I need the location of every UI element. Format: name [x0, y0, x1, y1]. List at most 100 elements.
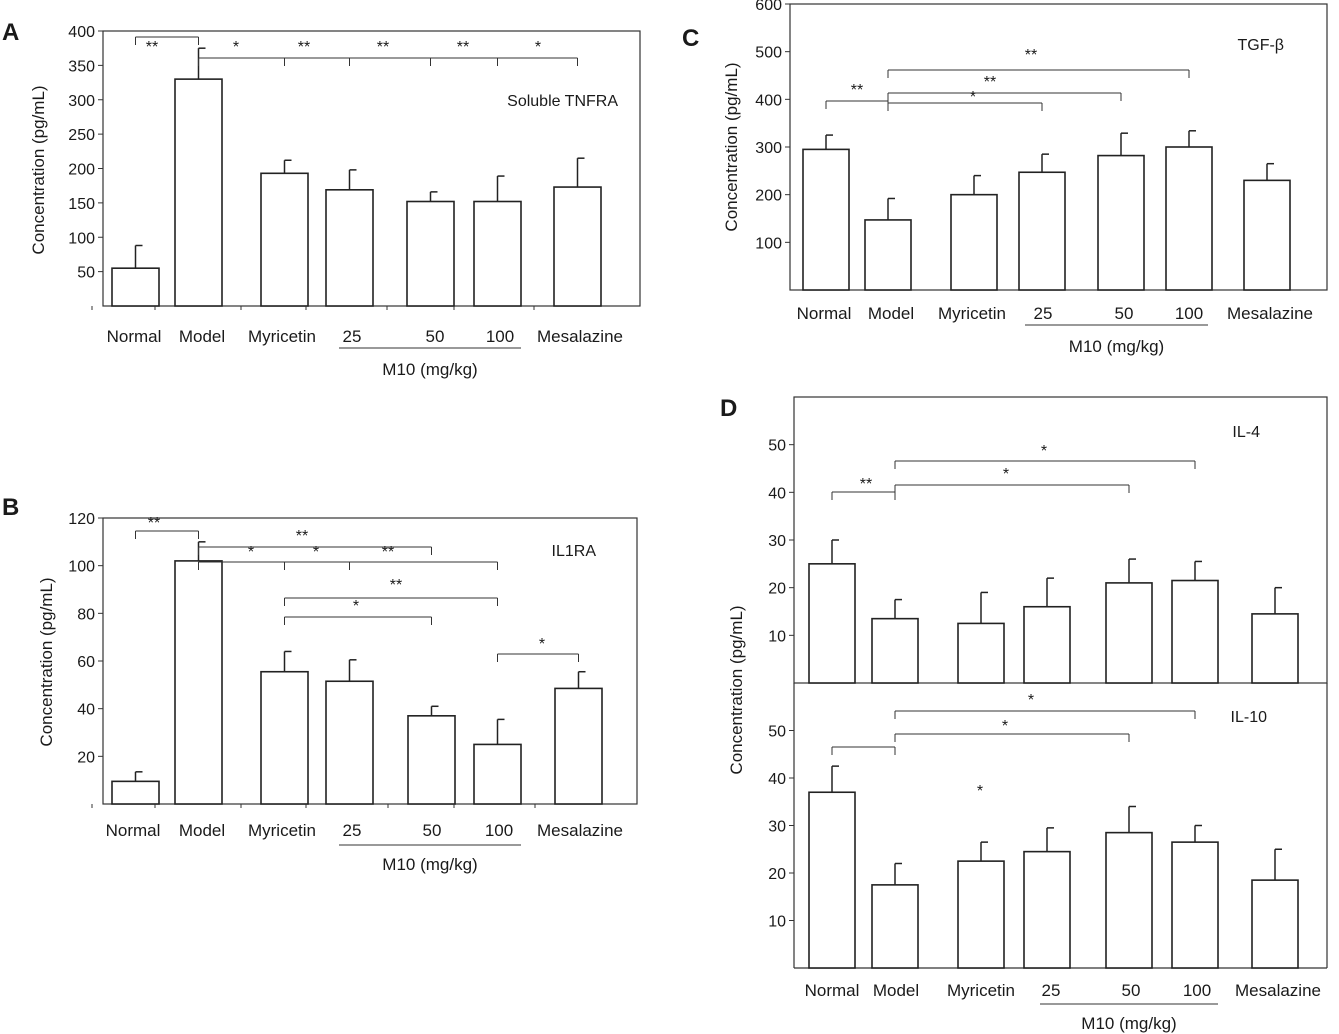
y-tick-label: 400	[755, 92, 782, 109]
bar-100	[1165, 146, 1213, 291]
y-tick-label: 500	[755, 45, 782, 62]
sig-marker: *	[535, 39, 541, 56]
sig-marker: **	[377, 39, 389, 56]
x-category-label: Model	[179, 821, 225, 840]
y-tick-label: 20	[768, 581, 786, 598]
group-label: M10 (mg/kg)	[382, 360, 477, 379]
bar-25	[325, 189, 374, 307]
bar-normal	[802, 148, 850, 291]
y-tick-label: 100	[68, 230, 95, 247]
sig-marker: *	[353, 598, 359, 615]
panel-title: Soluble TNFRA	[507, 93, 618, 110]
bar-25	[325, 680, 374, 805]
panel-c: 100 200 300 400 500 600 Normal Model Myricetin 25…	[682, 0, 1328, 356]
bar-mesalazine	[1243, 179, 1291, 291]
x-category-label: 25	[343, 821, 362, 840]
bar-model	[864, 219, 912, 291]
x-category-label: 25	[1042, 981, 1061, 1000]
bar-mesalazine	[1251, 613, 1299, 684]
sig-marker: *	[977, 783, 983, 800]
sig-marker: *	[1002, 718, 1008, 735]
group-label: M10 (mg/kg)	[382, 855, 477, 874]
x-category-label: 100	[1175, 304, 1203, 323]
bar-model	[871, 617, 919, 684]
y-tick-label: 30	[768, 819, 786, 836]
sig-marker: **	[298, 39, 310, 56]
x-category-label: Normal	[797, 304, 852, 323]
y-tick-label: 10	[768, 628, 786, 645]
y-tick-label: 50	[768, 724, 786, 741]
x-category-label: Normal	[107, 327, 162, 346]
y-tick-label: 150	[68, 196, 95, 213]
bar-25	[1023, 850, 1071, 969]
x-category-label: Myricetin	[938, 304, 1006, 323]
sig-marker: **	[851, 82, 863, 99]
y-tick-label: 20	[768, 866, 786, 883]
sig-marker: *	[539, 636, 545, 653]
bar-50	[1105, 582, 1153, 684]
panel-letter: D	[720, 395, 737, 422]
y-tick-label: 100	[755, 235, 782, 252]
sig-marker: **	[984, 74, 996, 91]
bar-25	[1023, 605, 1071, 684]
bar-normal	[111, 267, 160, 307]
y-tick-label: 10	[768, 914, 786, 931]
y-tick-label: 120	[68, 511, 95, 528]
y-axis-label: Concentration (pg/mL)	[29, 85, 48, 254]
y-tick-label: 300	[68, 93, 95, 110]
x-category-label: Myricetin	[248, 327, 316, 346]
panel-title: TGF-β	[1237, 37, 1284, 54]
y-tick-label: 250	[68, 127, 95, 144]
x-category-label: Normal	[106, 821, 161, 840]
y-tick-label: 50	[768, 438, 786, 455]
sig-marker: *	[1003, 466, 1009, 483]
bar-mesalazine	[553, 186, 602, 307]
x-category-label: 25	[1034, 304, 1053, 323]
panel-b: 20 40 60 80 100 120 Normal Model Myricetin 25 50 10…	[2, 494, 638, 874]
sig-marker: *	[1041, 443, 1047, 460]
y-tick-label: 30	[768, 533, 786, 550]
sig-marker: *	[233, 39, 239, 56]
panel-title: IL-4	[1232, 424, 1260, 441]
panel-title: IL1RA	[552, 543, 597, 560]
bar-normal	[808, 791, 856, 969]
y-axis-label: Concentration (pg/mL)	[37, 577, 56, 746]
x-category-label: Normal	[805, 981, 860, 1000]
y-tick-label: 300	[755, 140, 782, 157]
sig-marker: *	[970, 89, 976, 106]
panel-letter: B	[2, 494, 19, 521]
bar-100	[1171, 579, 1219, 684]
sig-marker: **	[860, 476, 872, 493]
y-axis-label: Concentration (pg/mL)	[722, 62, 741, 231]
sig-marker: **	[390, 577, 402, 594]
bar-normal	[111, 780, 160, 805]
x-category-label: 50	[423, 821, 442, 840]
sig-marker: *	[1028, 692, 1034, 709]
bar-model	[174, 560, 223, 805]
y-tick-label: 600	[755, 0, 782, 14]
bar-myricetin	[260, 172, 309, 307]
y-tick-label: 50	[77, 265, 95, 282]
group-label: M10 (mg/kg)	[1069, 337, 1164, 356]
x-category-label: Mesalazine	[1227, 304, 1313, 323]
sig-marker: **	[296, 528, 308, 545]
bar-myricetin	[957, 622, 1005, 684]
panel-letter: C	[682, 25, 699, 52]
x-category-label: 100	[485, 821, 513, 840]
bar-myricetin	[957, 860, 1005, 969]
x-category-label: 25	[343, 327, 362, 346]
x-category-label: Mesalazine	[537, 821, 623, 840]
bar-100	[473, 743, 522, 805]
x-category-label: Mesalazine	[1235, 981, 1321, 1000]
bar-mesalazine	[1251, 879, 1299, 969]
panel-title: IL-10	[1231, 709, 1268, 726]
sig-marker: **	[148, 515, 160, 532]
bar-model	[174, 78, 223, 307]
bar-model	[871, 884, 919, 969]
y-tick-label: 200	[68, 162, 95, 179]
sig-marker: **	[146, 39, 158, 56]
bar-myricetin	[950, 193, 998, 291]
panel-a: 50 100 150 200 250 300 350 400 Normal Model Myrice…	[2, 19, 641, 379]
x-category-label: 50	[1122, 981, 1141, 1000]
